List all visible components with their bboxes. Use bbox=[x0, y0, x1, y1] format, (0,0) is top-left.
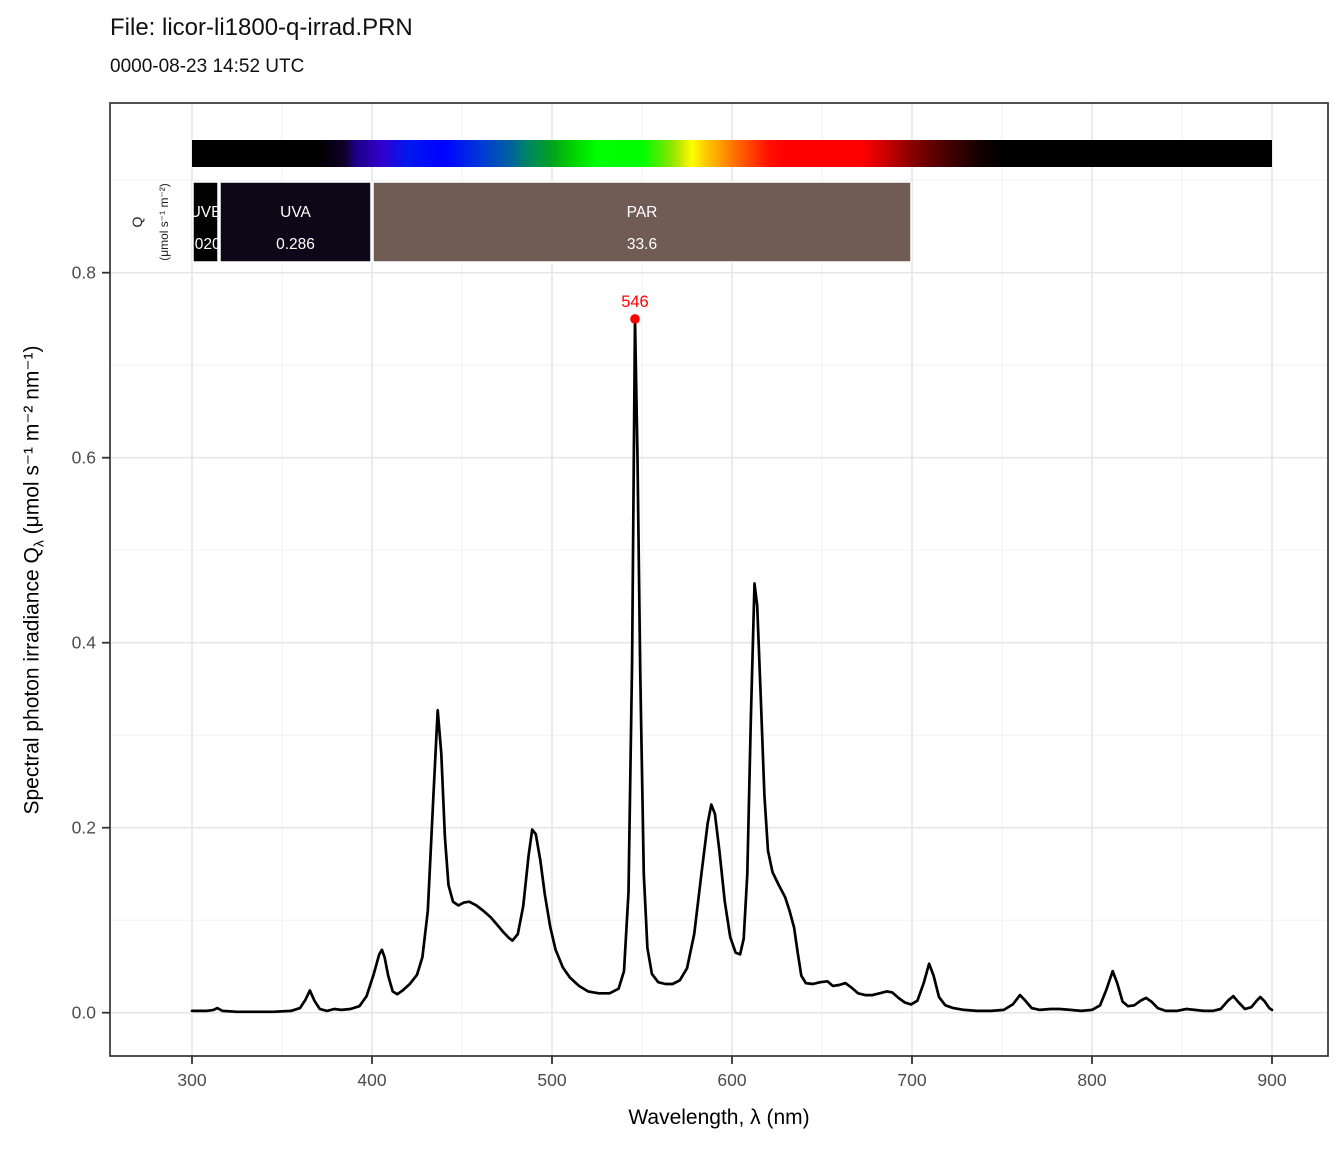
band-label-uvb: UVB bbox=[190, 204, 222, 221]
band-label-uva: UVA bbox=[280, 204, 311, 221]
band-row-axis-label: Q (μmol s⁻¹ m⁻²) bbox=[123, 183, 177, 261]
y-tick-label: 0.0 bbox=[72, 1003, 97, 1023]
band-box-par bbox=[372, 181, 912, 263]
y-tick-label: 0.6 bbox=[72, 448, 96, 468]
panel-border bbox=[109, 102, 1329, 1057]
x-tick-label: 600 bbox=[717, 1070, 746, 1090]
band-box-uvb bbox=[192, 181, 219, 263]
band-value-par: 33.6 bbox=[627, 236, 657, 253]
band-row-q-symbol: Q bbox=[129, 216, 145, 228]
band-value-uva: 0.286 bbox=[276, 236, 315, 253]
y-axis-title-subscript: λ bbox=[30, 540, 47, 548]
x-tick-label: 900 bbox=[1257, 1070, 1286, 1090]
grid-major bbox=[110, 103, 1328, 1056]
peak-marker bbox=[630, 314, 640, 324]
x-tick-label: 400 bbox=[357, 1070, 386, 1090]
band-label-par: PAR bbox=[627, 204, 658, 221]
y-axis-title-units: (μmol s⁻¹ m⁻² nm⁻¹) bbox=[20, 345, 44, 541]
y-tick-label: 0.4 bbox=[72, 633, 97, 653]
x-tick-label: 300 bbox=[177, 1070, 206, 1090]
x-tick-label: 700 bbox=[897, 1070, 926, 1090]
y-tick-label: 0.8 bbox=[72, 263, 96, 283]
plot-title: File: licor-li1800-q-irrad.PRN bbox=[110, 14, 413, 41]
spectrum-curve bbox=[190, 317, 1274, 1014]
x-tick-label: 800 bbox=[1077, 1070, 1106, 1090]
spectrum-color-strip bbox=[192, 140, 1272, 167]
axis-tick-labels: 300 400 500 600 700 800 900 0.0 0.2 0.4 0.6 0.8 bbox=[72, 263, 1287, 1090]
axis-ticks bbox=[102, 271, 1273, 1064]
band-box-uva bbox=[219, 181, 372, 263]
plot-subtitle: 0000-08-23 14:52 UTC bbox=[110, 56, 305, 77]
band-row-q-units: (μmol s⁻¹ m⁻²) bbox=[157, 183, 171, 261]
y-tick-label: 0.2 bbox=[72, 818, 96, 838]
peak-label: 546 bbox=[621, 293, 649, 311]
y-axis-title-text: Spectral photon irradiance Q bbox=[20, 547, 44, 815]
x-axis-title: Wavelength, λ (nm) bbox=[628, 1106, 810, 1129]
x-tick-label: 500 bbox=[537, 1070, 566, 1090]
y-axis-title: Spectral photon irradiance Qλ (μmol s⁻¹ … bbox=[19, 346, 46, 815]
